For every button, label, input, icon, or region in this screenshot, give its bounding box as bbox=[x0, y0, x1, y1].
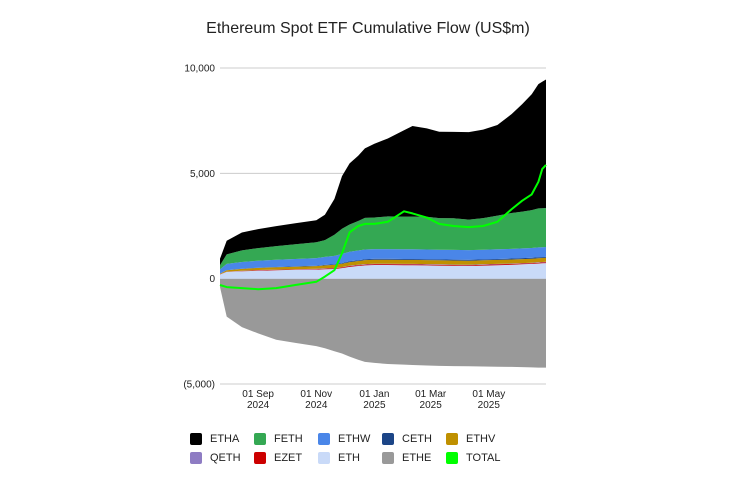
legend-label: CETH bbox=[402, 432, 432, 445]
legend-label: ETHE bbox=[402, 451, 432, 464]
legend-swatch bbox=[382, 451, 394, 464]
total-line-series bbox=[219, 164, 547, 291]
x-tick-label: 2024 bbox=[247, 400, 270, 411]
legend-label: ETHW bbox=[338, 432, 371, 445]
area-qeth bbox=[220, 261, 546, 275]
legend-item-feth: FETH bbox=[254, 430, 318, 447]
x-tick-label: 2025 bbox=[420, 400, 443, 411]
legend-swatch bbox=[446, 432, 458, 445]
legend-item-ethe: ETHE bbox=[382, 449, 446, 466]
legend-item-qeth: QETH bbox=[190, 449, 254, 466]
x-tick-label: 01 Nov bbox=[300, 389, 332, 400]
legend-item-etha: ETHA bbox=[190, 430, 254, 447]
x-tick-label: 01 May bbox=[472, 389, 505, 400]
x-tick-label: 2025 bbox=[478, 400, 501, 411]
legend: ETHA FETH ETHW CETH ETHV QETH EZET ETH ETHE TOTAL bbox=[190, 430, 570, 468]
area-feth bbox=[220, 208, 546, 270]
legend-label: EZET bbox=[274, 451, 303, 464]
area-etha bbox=[220, 79, 546, 266]
x-tick-label: 01 Mar bbox=[415, 389, 447, 400]
area-ethw bbox=[220, 247, 546, 274]
legend-swatch bbox=[318, 451, 330, 464]
legend-item-ceth: CETH bbox=[382, 430, 446, 447]
legend-swatch bbox=[318, 432, 330, 445]
legend-label: ETH bbox=[338, 451, 360, 464]
legend-label: TOTAL bbox=[466, 451, 501, 464]
x-tick-label: 01 Jan bbox=[359, 389, 389, 400]
y-tick-label: 5,000 bbox=[190, 169, 215, 180]
legend-item-ethw: ETHW bbox=[318, 430, 382, 447]
legend-label: ETHV bbox=[466, 432, 496, 445]
line-total bbox=[219, 164, 547, 291]
legend-swatch bbox=[190, 432, 202, 445]
y-tick-label: (5,000) bbox=[183, 380, 215, 391]
legend-item-ethv: ETHV bbox=[446, 430, 510, 447]
y-tick-label: 10,000 bbox=[184, 64, 215, 75]
area-series bbox=[220, 79, 546, 368]
legend-item-eth: ETH bbox=[318, 449, 382, 466]
legend-swatch bbox=[254, 451, 266, 464]
area-ethv bbox=[220, 257, 546, 275]
x-tick-label: 2025 bbox=[363, 400, 386, 411]
chart-title: Ethereum Spot ETF Cumulative Flow (US$m) bbox=[206, 20, 530, 37]
legend-item-ezet: EZET bbox=[254, 449, 318, 466]
legend-swatch bbox=[446, 451, 458, 464]
legend-label: ETHA bbox=[210, 432, 240, 445]
area-ceth bbox=[220, 256, 546, 274]
legend-swatch bbox=[254, 432, 266, 445]
legend-label: FETH bbox=[274, 432, 303, 445]
legend-row: ETHA FETH ETHW CETH ETHV bbox=[190, 430, 570, 447]
x-tick-label: 2024 bbox=[305, 400, 328, 411]
area-ethe bbox=[220, 278, 546, 368]
legend-swatch bbox=[382, 432, 394, 445]
legend-item-total: TOTAL bbox=[446, 449, 510, 466]
x-tick-label: 01 Sep bbox=[242, 389, 274, 400]
legend-swatch bbox=[190, 451, 202, 464]
area-eth bbox=[220, 263, 546, 279]
area-ezet bbox=[220, 262, 546, 275]
y-tick-label: 0 bbox=[209, 274, 215, 285]
legend-label: QETH bbox=[210, 451, 241, 464]
legend-row: QETH EZET ETH ETHE TOTAL bbox=[190, 449, 570, 466]
